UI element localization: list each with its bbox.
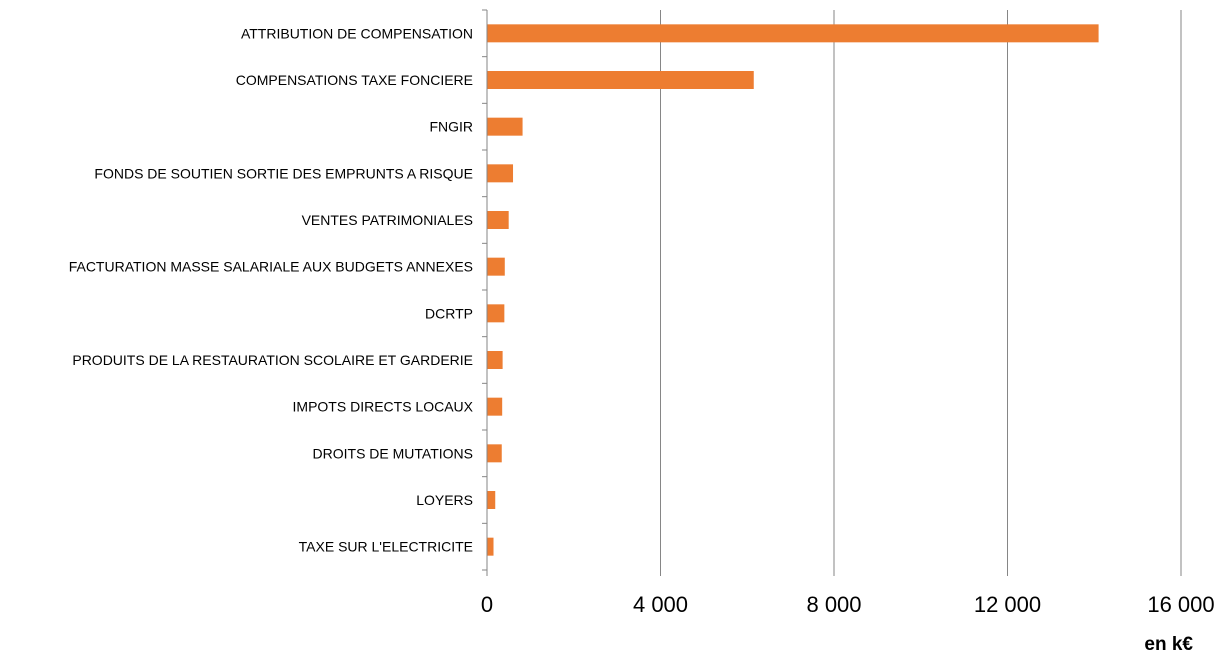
bar — [487, 257, 505, 276]
category-label: VENTES PATRIMONIALES — [302, 212, 473, 228]
bar — [487, 351, 503, 369]
x-tick-label: 4 000 — [633, 592, 688, 617]
bar — [487, 304, 505, 323]
x-tick-label: 16 000 — [1147, 592, 1214, 617]
x-tick-label: 8 000 — [806, 592, 861, 617]
category-label: ATTRIBUTION DE COMPENSATION — [241, 25, 473, 41]
category-label: COMPENSATIONS TAXE FONCIERE — [236, 72, 473, 88]
bar — [487, 491, 496, 509]
x-tick-label: 0 — [481, 592, 493, 617]
bar — [487, 211, 509, 229]
category-label: DROITS DE MUTATIONS — [313, 445, 473, 461]
bar — [487, 397, 503, 416]
bar — [487, 164, 514, 183]
category-label: TAXE SUR L'ELECTRICITE — [299, 539, 473, 555]
unit-label: en k€ — [1144, 634, 1193, 655]
category-label: FNGIR — [429, 119, 473, 135]
category-label: PRODUITS DE LA RESTAURATION SCOLAIRE ET … — [72, 352, 473, 368]
category-label: DCRTP — [425, 305, 473, 321]
bar — [487, 444, 502, 463]
bar — [487, 24, 1099, 43]
x-tick-label: 12 000 — [974, 592, 1041, 617]
bar — [487, 537, 494, 556]
category-label: IMPOTS DIRECTS LOCAUX — [293, 399, 474, 415]
category-label: LOYERS — [416, 492, 473, 508]
category-label: FONDS DE SOUTIEN SORTIE DES EMPRUNTS A R… — [94, 165, 473, 181]
bar — [487, 71, 754, 89]
bar — [487, 117, 523, 136]
category-label: FACTURATION MASSE SALARIALE AUX BUDGETS … — [69, 259, 473, 275]
